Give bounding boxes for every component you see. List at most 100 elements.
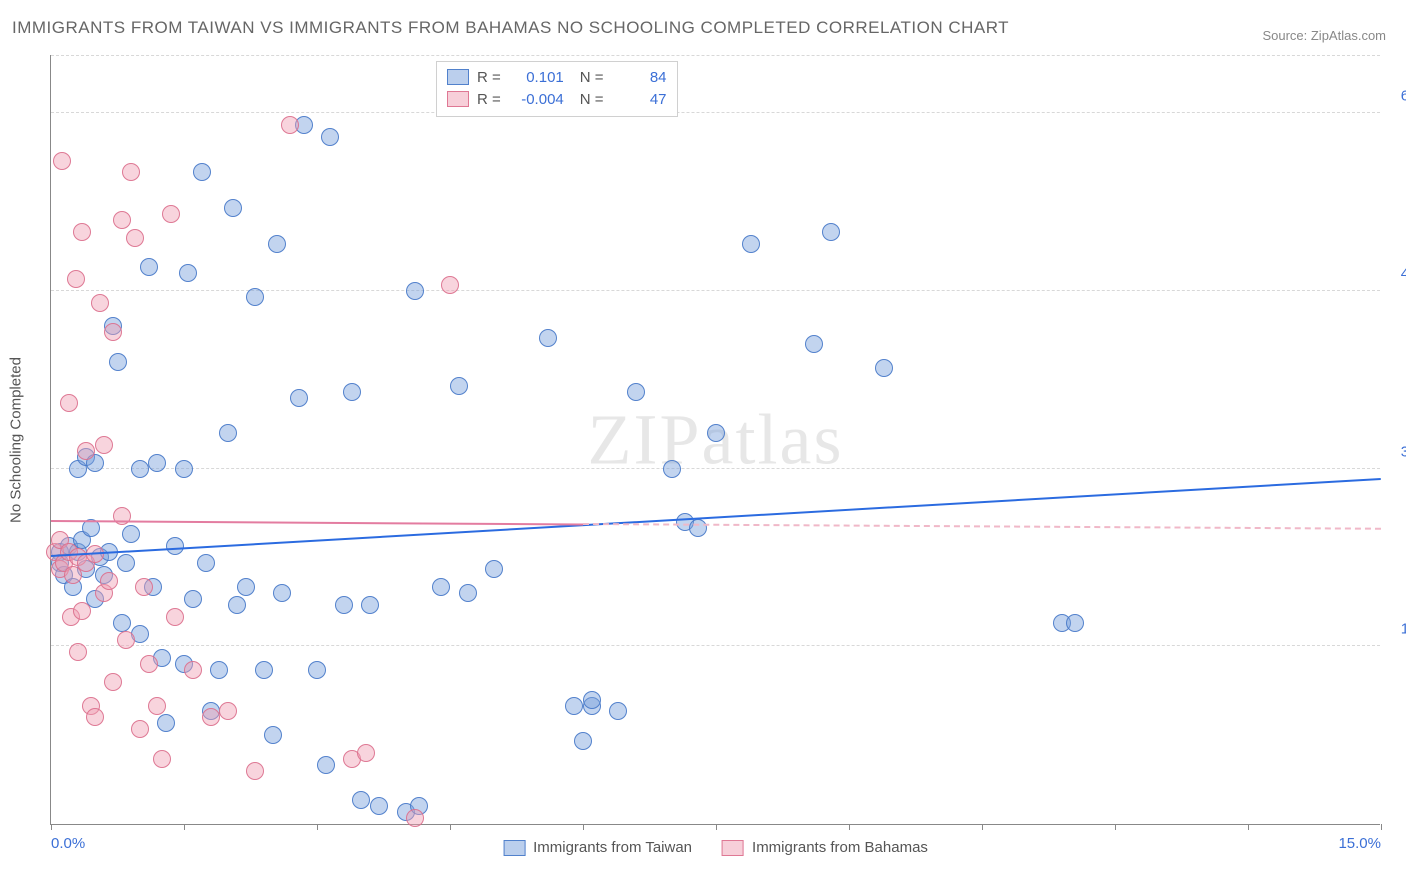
scatter-point-bahamas [86, 708, 104, 726]
scatter-point-taiwan [583, 691, 601, 709]
scatter-point-taiwan [290, 389, 308, 407]
swatch-bahamas-icon [447, 91, 469, 107]
scatter-point-bahamas [126, 229, 144, 247]
stat-r-label: R = [477, 69, 501, 86]
scatter-point-bahamas [117, 631, 135, 649]
x-tick [317, 824, 318, 830]
scatter-point-taiwan [246, 288, 264, 306]
legend-item-bahamas: Immigrants from Bahamas [722, 839, 928, 856]
scatter-point-taiwan [210, 661, 228, 679]
x-tick [51, 824, 52, 830]
scatter-point-taiwan [627, 383, 645, 401]
y-axis-title: No Schooling Completed [8, 357, 25, 523]
x-tick-label: 0.0% [51, 835, 85, 852]
x-tick-label: 15.0% [1338, 835, 1381, 852]
y-tick-label: 4.5% [1401, 265, 1406, 282]
scatter-point-taiwan [609, 702, 627, 720]
swatch-taiwan-icon [447, 69, 469, 85]
scatter-point-taiwan [264, 726, 282, 744]
scatter-point-taiwan [875, 359, 893, 377]
scatter-point-bahamas [140, 655, 158, 673]
scatter-point-bahamas [162, 205, 180, 223]
scatter-point-taiwan [352, 791, 370, 809]
scatter-point-taiwan [1066, 614, 1084, 632]
scatter-point-taiwan [450, 377, 468, 395]
scatter-point-taiwan [193, 163, 211, 181]
scatter-point-taiwan [255, 661, 273, 679]
scatter-point-taiwan [432, 578, 450, 596]
scatter-point-taiwan [485, 560, 503, 578]
scatter-point-taiwan [197, 554, 215, 572]
scatter-point-bahamas [406, 809, 424, 827]
stat-n-value-bahamas: 47 [612, 91, 667, 108]
y-tick-label: 6.0% [1401, 88, 1406, 105]
scatter-point-taiwan [822, 223, 840, 241]
scatter-point-taiwan [343, 383, 361, 401]
scatter-point-bahamas [73, 223, 91, 241]
stat-r-value-taiwan: 0.101 [509, 69, 564, 86]
legend-label-taiwan: Immigrants from Taiwan [533, 839, 692, 856]
scatter-point-taiwan [742, 235, 760, 253]
scatter-point-bahamas [219, 702, 237, 720]
scatter-point-bahamas [77, 442, 95, 460]
scatter-point-taiwan [166, 537, 184, 555]
source-label: Source: ZipAtlas.com [1262, 28, 1386, 43]
stat-n-label: N = [580, 91, 604, 108]
scatter-point-bahamas [104, 323, 122, 341]
scatter-point-taiwan [268, 235, 286, 253]
scatter-point-bahamas [166, 608, 184, 626]
scatter-point-bahamas [246, 762, 264, 780]
chart-plot-area: ZIPatlas No Schooling Completed 1.5%3.0%… [50, 55, 1380, 825]
scatter-point-bahamas [122, 163, 140, 181]
scatter-point-bahamas [148, 697, 166, 715]
scatter-point-bahamas [153, 750, 171, 768]
stat-n-value-taiwan: 84 [612, 69, 667, 86]
scatter-point-taiwan [219, 424, 237, 442]
gridline [51, 112, 1380, 113]
legend-label-bahamas: Immigrants from Bahamas [752, 839, 928, 856]
stat-r-value-bahamas: -0.004 [509, 91, 564, 108]
scatter-point-taiwan [179, 264, 197, 282]
series-legend: Immigrants from Taiwan Immigrants from B… [503, 839, 928, 856]
chart-title: IMMIGRANTS FROM TAIWAN VS IMMIGRANTS FRO… [12, 18, 1009, 38]
y-tick-label: 3.0% [1401, 443, 1406, 460]
swatch-bahamas-icon [722, 840, 744, 856]
scatter-point-bahamas [69, 643, 87, 661]
x-tick [716, 824, 717, 830]
scatter-point-taiwan [148, 454, 166, 472]
stats-row-bahamas: R = -0.004 N = 47 [447, 88, 667, 110]
scatter-point-taiwan [335, 596, 353, 614]
scatter-point-bahamas [73, 602, 91, 620]
scatter-point-taiwan [406, 282, 424, 300]
gridline [51, 468, 1380, 469]
scatter-point-taiwan [805, 335, 823, 353]
stat-n-label: N = [580, 69, 604, 86]
x-tick [1248, 824, 1249, 830]
x-tick [184, 824, 185, 830]
scatter-point-taiwan [184, 590, 202, 608]
x-tick [849, 824, 850, 830]
scatter-point-bahamas [113, 211, 131, 229]
scatter-point-bahamas [184, 661, 202, 679]
scatter-point-taiwan [689, 519, 707, 537]
scatter-point-taiwan [109, 353, 127, 371]
scatter-point-taiwan [459, 584, 477, 602]
scatter-point-taiwan [707, 424, 725, 442]
scatter-point-bahamas [135, 578, 153, 596]
legend-item-taiwan: Immigrants from Taiwan [503, 839, 692, 856]
scatter-point-taiwan [157, 714, 175, 732]
scatter-point-taiwan [140, 258, 158, 276]
scatter-point-bahamas [281, 116, 299, 134]
scatter-point-bahamas [441, 276, 459, 294]
stats-row-taiwan: R = 0.101 N = 84 [447, 66, 667, 88]
trend-line [51, 478, 1381, 557]
x-tick [450, 824, 451, 830]
scatter-point-bahamas [95, 436, 113, 454]
scatter-point-taiwan [224, 199, 242, 217]
swatch-taiwan-icon [503, 840, 525, 856]
scatter-point-taiwan [574, 732, 592, 750]
gridline [51, 645, 1380, 646]
scatter-point-taiwan [370, 797, 388, 815]
x-tick [583, 824, 584, 830]
scatter-point-bahamas [104, 673, 122, 691]
